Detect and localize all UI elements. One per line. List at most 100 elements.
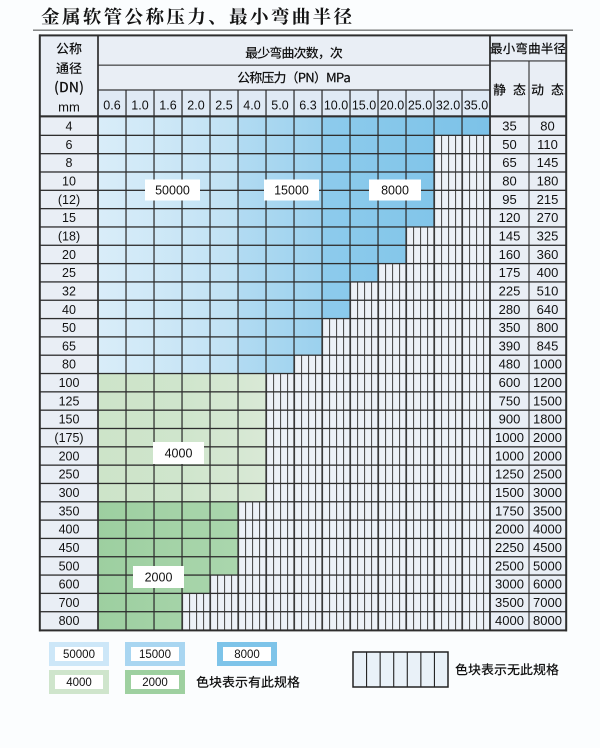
svg-text:20.0: 20.0 [380,98,404,112]
svg-text:(18): (18) [58,230,80,244]
svg-text:6: 6 [66,138,73,152]
svg-text:1000: 1000 [533,357,562,372]
svg-text:8000: 8000 [381,183,409,197]
svg-text:7000: 7000 [533,595,562,610]
svg-text:350: 350 [499,320,521,335]
svg-text:1250: 1250 [495,467,524,482]
svg-text:3000: 3000 [533,485,562,500]
svg-text:2000: 2000 [142,677,168,689]
svg-text:510: 510 [537,284,559,299]
svg-text:400: 400 [59,523,80,537]
svg-text:600: 600 [59,578,80,592]
svg-text:8: 8 [66,156,73,170]
svg-text:225: 225 [499,284,521,299]
svg-text:400: 400 [537,265,559,280]
svg-text:2.0: 2.0 [187,98,204,112]
svg-text:1000: 1000 [495,430,524,445]
svg-text:4000: 4000 [533,522,562,537]
svg-text:(175): (175) [54,431,83,445]
svg-text:900: 900 [499,412,521,427]
svg-text:3500: 3500 [533,503,562,518]
svg-text:15000: 15000 [274,183,309,197]
svg-text:1800: 1800 [533,412,562,427]
svg-text:10.0: 10.0 [324,98,348,112]
svg-text:360: 360 [537,247,559,262]
svg-text:1.0: 1.0 [131,98,148,112]
svg-text:845: 845 [537,338,559,353]
svg-text:4: 4 [66,120,73,134]
svg-text:1.6: 1.6 [159,98,176,112]
svg-text:390: 390 [499,338,521,353]
svg-text:6000: 6000 [533,577,562,592]
svg-text:3500: 3500 [495,595,524,610]
svg-text:15: 15 [62,211,76,225]
svg-text:1200: 1200 [533,375,562,390]
svg-text:4000: 4000 [66,677,92,689]
svg-text:250: 250 [59,468,80,482]
svg-text:2000: 2000 [533,448,562,463]
svg-text:100: 100 [59,376,80,390]
svg-text:270: 270 [537,210,559,225]
svg-text:325: 325 [537,229,559,244]
svg-text:4.0: 4.0 [243,98,260,112]
svg-text:2500: 2500 [495,558,524,573]
svg-text:4500: 4500 [533,540,562,555]
svg-text:0.6: 0.6 [103,98,120,112]
svg-text:35: 35 [502,119,516,134]
svg-text:750: 750 [499,393,521,408]
svg-text:50000: 50000 [63,649,95,661]
svg-text:280: 280 [499,302,521,317]
svg-text:(12): (12) [58,193,80,207]
svg-text:2000: 2000 [495,522,524,537]
svg-text:mm: mm [58,100,80,115]
svg-text:145: 145 [537,155,559,170]
svg-text:3000: 3000 [495,577,524,592]
svg-text:8000: 8000 [533,613,562,628]
svg-text:1500: 1500 [495,485,524,500]
svg-text:450: 450 [59,541,80,555]
svg-text:20: 20 [62,248,76,262]
svg-text:2500: 2500 [533,467,562,482]
svg-text:80: 80 [540,119,554,134]
svg-text:2000: 2000 [145,570,173,584]
svg-text:15000: 15000 [139,649,171,661]
svg-text:5.0: 5.0 [271,98,288,112]
svg-text:95: 95 [502,192,516,207]
svg-text:1750: 1750 [495,503,524,518]
svg-text:2250: 2250 [495,540,524,555]
svg-text:6.3: 6.3 [299,98,316,112]
svg-text:50: 50 [62,321,76,335]
svg-text:200: 200 [59,449,80,463]
svg-text:2000: 2000 [533,430,562,445]
svg-text:110: 110 [537,137,558,152]
svg-text:35.0: 35.0 [464,98,488,112]
svg-text:175: 175 [499,265,521,280]
svg-text:120: 120 [499,210,521,225]
svg-text:8000: 8000 [234,649,260,661]
svg-text:15.0: 15.0 [352,98,376,112]
svg-text:25: 25 [62,266,76,280]
svg-text:640: 640 [537,302,559,317]
svg-text:32: 32 [62,285,76,299]
svg-text:65: 65 [62,339,76,353]
svg-text:32.0: 32.0 [436,98,460,112]
svg-text:1500: 1500 [533,393,562,408]
svg-text:80: 80 [62,358,76,372]
svg-text:2.5: 2.5 [215,98,232,112]
svg-text:800: 800 [537,320,559,335]
svg-text:145: 145 [499,229,521,244]
svg-text:50000: 50000 [155,183,190,197]
svg-text:125: 125 [59,394,80,408]
svg-text:40: 40 [62,303,76,317]
svg-text:50: 50 [502,137,516,152]
svg-text:160: 160 [499,247,521,262]
svg-text:300: 300 [59,486,80,500]
svg-text:1000: 1000 [495,448,524,463]
svg-text:25.0: 25.0 [408,98,432,112]
svg-text:215: 215 [537,192,559,207]
svg-text:480: 480 [499,357,521,372]
svg-text:10: 10 [62,175,76,189]
svg-text:65: 65 [502,155,516,170]
svg-text:80: 80 [502,174,516,189]
svg-text:350: 350 [59,504,80,518]
